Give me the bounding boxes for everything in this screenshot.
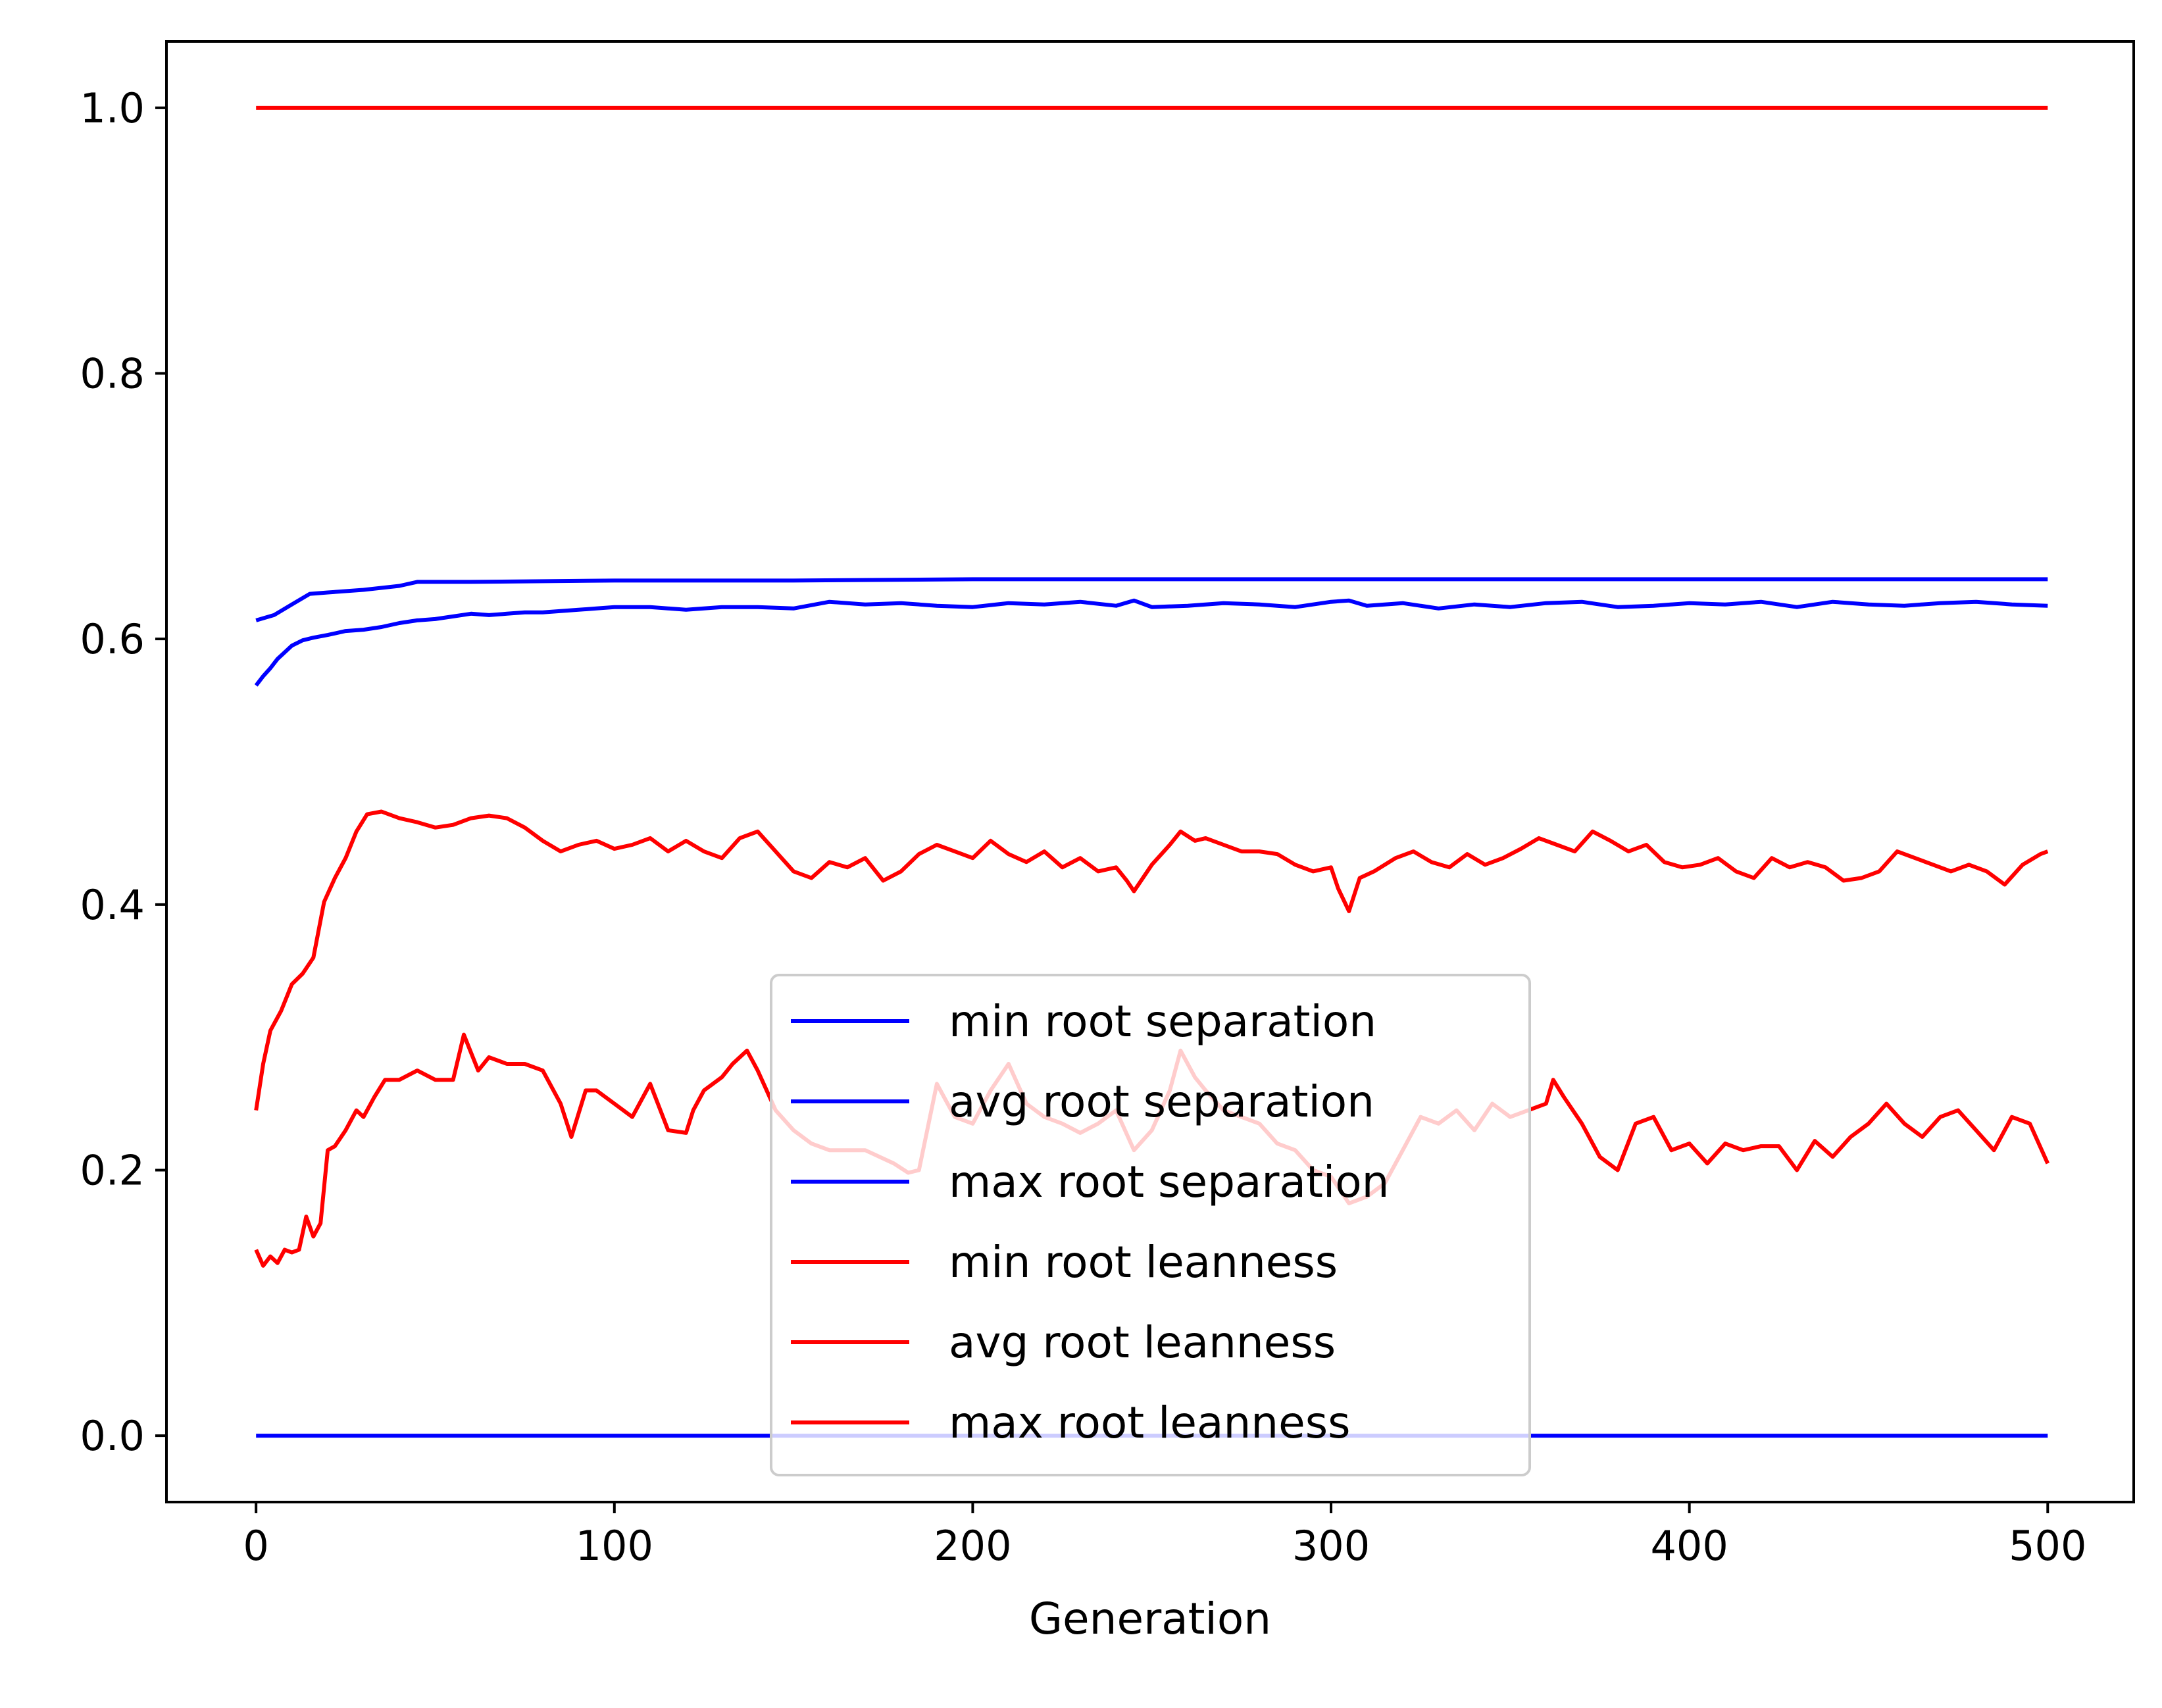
series-line-4 (254, 809, 2049, 1111)
y-tick-label: 0.8 (80, 350, 145, 398)
series-line-1 (254, 598, 2048, 687)
legend-label-0: min root separation (949, 996, 1376, 1047)
x-tick-label: 400 (1650, 1522, 1728, 1570)
legend: min root separation avg root separation ma… (770, 974, 1531, 1476)
y-tick-label: 0.6 (80, 615, 145, 663)
plot-frame (165, 40, 2135, 1503)
legend-label-1: avg root separation (949, 1076, 1374, 1127)
x-axis-label: Generation (1029, 1594, 1271, 1644)
y-tick-label: 1.0 (80, 84, 145, 132)
x-tick-label: 300 (1292, 1522, 1370, 1570)
x-tick-label: 100 (576, 1522, 653, 1570)
y-tick-label: 0.4 (80, 881, 145, 929)
legend-box (770, 974, 1531, 1476)
legend-label-4: avg root leanness (949, 1317, 1336, 1368)
axes-layer: 0 100 200 300 400 500 0.0 0.2 0.4 0.6 0.8 1.0 (80, 84, 2086, 1570)
x-tick-label: 500 (2009, 1522, 2086, 1570)
legend-label-2: max root separation (949, 1157, 1389, 1207)
x-tick-label: 200 (934, 1522, 1011, 1570)
legend-label-5: max root leanness (949, 1397, 1351, 1448)
x-tick-label: 0 (243, 1522, 268, 1570)
y-tick-label: 0.2 (80, 1146, 145, 1194)
series-line-2 (255, 577, 2048, 622)
y-tick-label: 0.0 (80, 1412, 145, 1460)
legend-label-3: min root leanness (949, 1237, 1338, 1288)
